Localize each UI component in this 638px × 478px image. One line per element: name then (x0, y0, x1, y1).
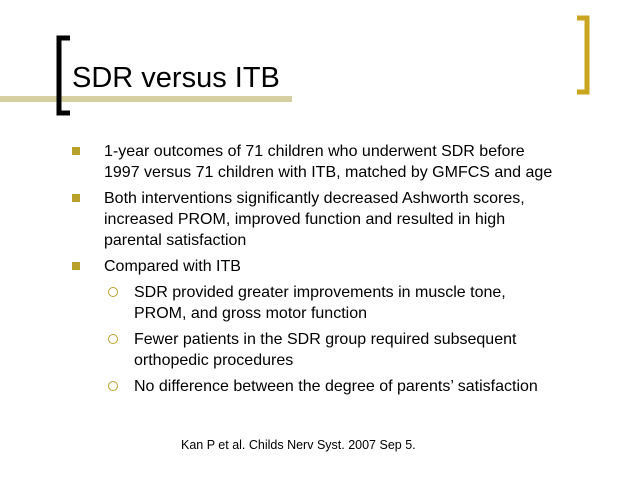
bullet-line: Both interventions significantly decreas… (104, 190, 525, 207)
slide-title: SDR versus ITB (72, 62, 280, 94)
sub-bullet-marker (108, 287, 118, 297)
bullet-line: 1-year outcomes of 71 children who under… (104, 143, 525, 160)
sub-bullet-marker (108, 381, 118, 391)
bullet: Both interventions significantly decreas… (72, 188, 632, 251)
bullet-line: increased PROM, improved function and re… (104, 211, 506, 228)
citation: Kan P et al. Childs Nerv Syst. 2007 Sep … (181, 438, 416, 452)
bullet-line: Compared with ITB (104, 258, 241, 275)
bullet: 1-year outcomes of 71 children who under… (72, 141, 632, 183)
bullet-line: PROM, and gross motor function (134, 305, 367, 322)
left-bracket (56, 35, 70, 116)
bullet-line: Fewer patients in the SDR group required… (134, 331, 517, 348)
bullet-marker (72, 194, 80, 202)
bullet-line: SDR provided greater improvements in mus… (134, 284, 506, 301)
sub-bullet: Fewer patients in the SDR group required… (72, 329, 632, 371)
sub-bullet-marker (108, 334, 118, 344)
bullet-marker (72, 147, 80, 155)
right-bracket (577, 15, 590, 95)
bullet: Compared with ITB (72, 256, 632, 277)
bullet-line: parental satisfaction (104, 232, 247, 249)
bullet-marker (72, 262, 80, 270)
bullet-list: 1-year outcomes of 71 children who under… (72, 141, 632, 402)
title-rule (0, 96, 292, 102)
bullet-line: orthopedic procedures (134, 352, 294, 369)
sub-bullet: No difference between the degree of pare… (72, 376, 632, 397)
bullet-line: No difference between the degree of pare… (134, 378, 538, 395)
sub-bullet: SDR provided greater improvements in mus… (72, 282, 632, 324)
bullet-line: 1997 versus 71 children with ITB, matche… (104, 164, 553, 181)
